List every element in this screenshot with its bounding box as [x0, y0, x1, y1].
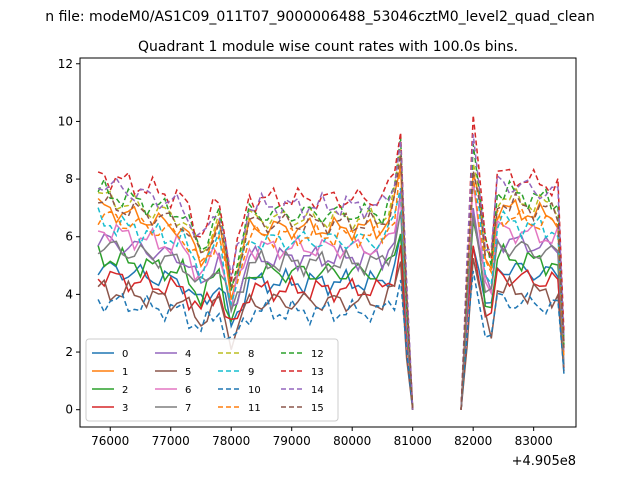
axis-layer: 76000 77000 78000 79000 80000 81000 82000 83000…	[58, 57, 553, 448]
legend-label: 8	[248, 349, 254, 360]
legend-label: 1	[122, 367, 128, 378]
legend-label: 10	[248, 385, 261, 396]
x-tick-label: 77000	[152, 434, 190, 448]
y-tick-label: 8	[65, 172, 73, 186]
plot-frame	[79, 57, 577, 428]
y-tick-label: 12	[58, 57, 73, 71]
legend-box	[85, 338, 339, 422]
series-line-0	[97, 234, 565, 410]
series-line-9	[97, 180, 565, 410]
figure-suptitle: n file: modeM0/AS1C09_011T07_9000006488_…	[45, 9, 594, 25]
series-line-4	[97, 190, 565, 410]
legend-label: 12	[311, 349, 324, 360]
legend-label: 3	[122, 403, 128, 414]
legend-label: 5	[185, 367, 191, 378]
legend-label: 6	[185, 385, 191, 396]
series-line-15	[98, 154, 565, 410]
x-offset-label: +4.905e8	[512, 454, 576, 469]
series-line-3	[97, 245, 565, 410]
series-line-10	[97, 270, 565, 410]
series-line-5	[97, 258, 565, 410]
series-layer	[97, 115, 565, 410]
series-line-11	[97, 162, 565, 410]
x-tick-label: 82000	[454, 434, 492, 448]
series-line-7	[97, 211, 565, 410]
legend-label: 4	[185, 349, 191, 360]
legend-label: 15	[311, 403, 324, 414]
y-tick-label: 6	[65, 230, 73, 244]
y-tick-label: 2	[65, 345, 73, 359]
x-tick-label: 81000	[394, 434, 432, 448]
x-tick-label: 76000	[91, 434, 129, 448]
chart-title: Quadrant 1 module wise count rates with …	[138, 39, 518, 55]
x-tick-label: 80000	[333, 434, 371, 448]
x-tick-label: 78000	[212, 434, 250, 448]
legend-label: 0	[122, 349, 128, 360]
legend-label: 13	[311, 367, 324, 378]
legend-label: 9	[248, 367, 254, 378]
y-tick-label: 0	[65, 403, 73, 417]
legend-label: 11	[248, 403, 261, 414]
y-tick-label: 10	[58, 114, 73, 128]
x-tick-label: 79000	[273, 434, 311, 448]
series-line-13	[97, 115, 565, 410]
legend-label: 14	[311, 385, 324, 396]
legend-label: 2	[122, 385, 128, 396]
y-tick-label: 4	[65, 287, 73, 301]
x-tick-label: 83000	[515, 434, 553, 448]
legend-label: 7	[185, 403, 191, 414]
series-line-14	[97, 134, 565, 410]
